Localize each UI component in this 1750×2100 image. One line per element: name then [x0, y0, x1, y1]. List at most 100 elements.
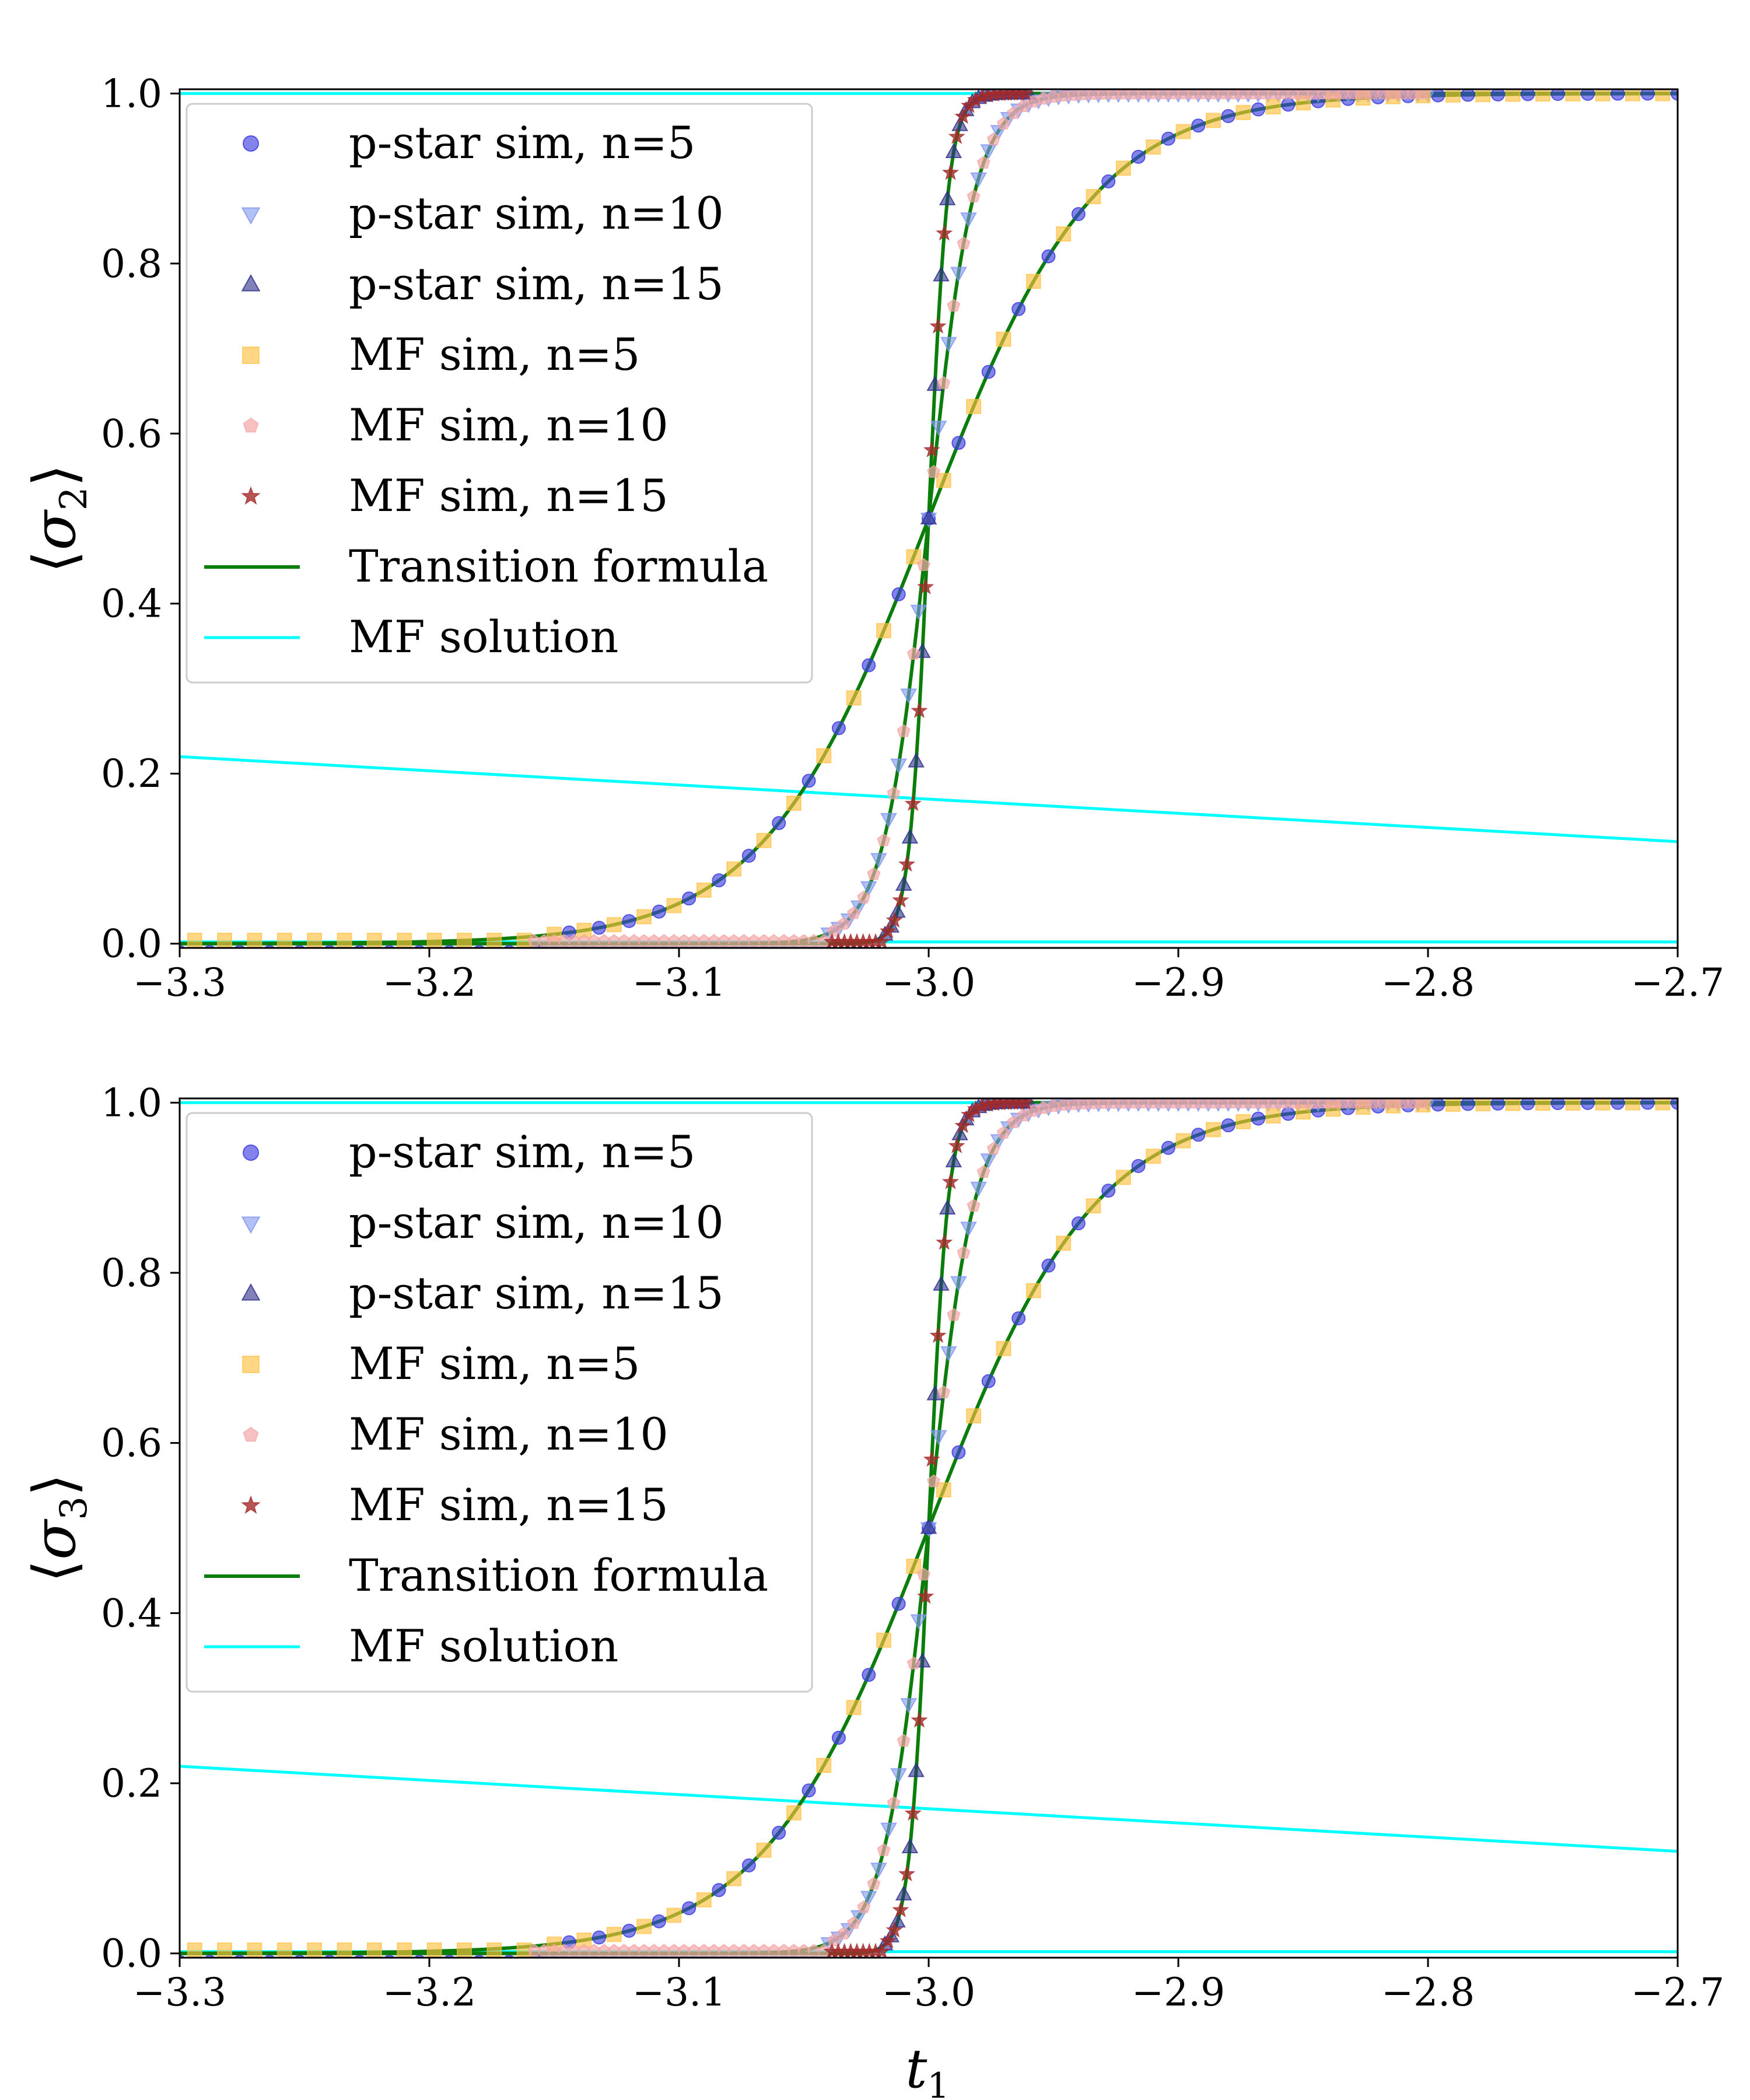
y-axis-label: ⟨σ3⟩ — [20, 1474, 96, 1583]
data-point — [926, 464, 941, 478]
x-tick-label: −2.8 — [1381, 960, 1475, 1005]
data-point — [936, 224, 953, 241]
legend-label: p-star sim, n=15 — [349, 1267, 724, 1319]
data-point — [981, 365, 996, 379]
data-point — [920, 509, 937, 524]
data-point — [1221, 1118, 1236, 1133]
data-point — [890, 1768, 907, 1784]
data-point — [772, 816, 786, 830]
data-point — [867, 1877, 881, 1890]
data-point — [846, 906, 861, 919]
data-point — [1535, 1098, 1550, 1111]
data-point — [592, 921, 607, 935]
data-point — [622, 1923, 636, 1938]
data-point — [950, 267, 967, 282]
data-point — [892, 891, 909, 908]
data-point — [901, 828, 919, 844]
legend-box — [186, 1112, 813, 1693]
data-point — [652, 1914, 666, 1929]
data-point — [846, 1916, 861, 1929]
data-point — [877, 833, 891, 846]
data-point — [756, 1842, 772, 1858]
data-point — [846, 690, 862, 706]
data-point — [897, 724, 911, 737]
data-point — [836, 1926, 851, 1940]
data-point — [926, 1474, 941, 1488]
data-point — [897, 1734, 911, 1747]
data-point — [862, 658, 876, 673]
data-point — [1475, 1098, 1491, 1112]
data-point — [307, 932, 323, 948]
panel-sigma2: −3.3 −3.2 −3.1 −3.0 −2.9 −2.8 −2.7 0.0 0.2 0.4 0.6… — [20, 71, 1724, 1005]
legend-label: p-star sim, n=10 — [349, 1196, 724, 1248]
data-point — [426, 1942, 442, 1958]
data-point — [900, 688, 918, 704]
legend-entry: p-star sim, n=10 — [241, 187, 724, 239]
data-point — [880, 1822, 897, 1838]
y-tick-label: 0.0 — [101, 1931, 162, 1976]
data-point — [1671, 89, 1678, 101]
data-point — [1131, 1158, 1146, 1173]
data-point — [1101, 1184, 1116, 1198]
data-point — [276, 932, 292, 948]
data-point — [917, 578, 935, 594]
legend-label: MF sim, n=5 — [349, 1338, 640, 1390]
y-tick-label: 1.0 — [101, 1080, 162, 1125]
x-axis-label-subscript: 1 — [927, 2066, 949, 2100]
data-point — [682, 891, 696, 906]
data-point — [337, 1942, 352, 1958]
data-point — [996, 1125, 1011, 1139]
data-point — [916, 1567, 931, 1581]
series-mf-sim-n-5 — [187, 1098, 1671, 1958]
legend-box — [186, 103, 813, 684]
data-point — [1012, 302, 1026, 316]
y-axis-label: ⟨σ2⟩ — [20, 464, 96, 573]
data-point — [247, 1942, 262, 1958]
legend-marker-swatch — [241, 486, 261, 505]
legend-label: MF sim, n=10 — [349, 1408, 668, 1460]
data-point — [857, 1900, 871, 1913]
data-point — [876, 623, 891, 639]
data-point — [456, 932, 472, 948]
panel-sigma3: −3.3 −3.2 −3.1 −3.0 −2.9 −2.8 −2.7 0.0 0.2 0.4 0.6… — [20, 1080, 1724, 2015]
data-point — [940, 337, 957, 352]
data-point — [937, 376, 951, 389]
data-point — [906, 1558, 922, 1574]
legend-label: MF sim, n=15 — [349, 470, 668, 522]
data-point — [846, 1700, 862, 1716]
data-point — [592, 1930, 607, 1945]
data-point — [1071, 1216, 1086, 1231]
data-point — [802, 1783, 816, 1798]
data-point — [907, 646, 921, 660]
data-point — [948, 128, 965, 145]
data-point — [1521, 1098, 1535, 1111]
data-point — [873, 1943, 891, 1958]
data-point — [726, 861, 742, 877]
x-tick-label: −3.3 — [133, 1970, 226, 2015]
data-point — [957, 1245, 971, 1259]
legend-marker-swatch — [242, 346, 260, 364]
legend-marker-swatch — [243, 1426, 259, 1442]
data-point — [911, 1711, 928, 1728]
data-point — [487, 932, 502, 948]
data-point — [187, 1942, 202, 1958]
data-point — [1101, 174, 1116, 188]
data-point — [970, 1181, 987, 1197]
legend-label: p-star sim, n=10 — [349, 187, 724, 239]
data-point — [910, 1614, 928, 1630]
y-tick-label: 0.0 — [101, 922, 162, 967]
data-point — [942, 1172, 960, 1189]
data-point — [996, 331, 1012, 347]
data-point — [879, 1932, 897, 1949]
data-point — [920, 1518, 937, 1534]
data-point — [870, 1863, 887, 1878]
data-point — [947, 299, 961, 312]
data-point — [860, 881, 877, 897]
data-point — [1550, 1098, 1565, 1111]
data-point — [967, 189, 981, 202]
data-point — [860, 1891, 877, 1906]
data-point — [307, 1942, 323, 1958]
data-point — [1086, 189, 1101, 205]
y-tick-label: 0.4 — [101, 1591, 162, 1636]
